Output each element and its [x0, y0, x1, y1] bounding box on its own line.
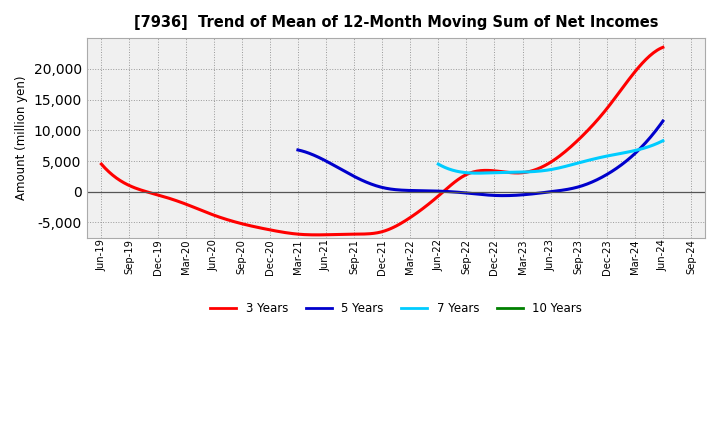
- 7 Years: [659, 138, 667, 143]
- 7 Years: [567, 162, 576, 167]
- 7 Years: [639, 146, 647, 151]
- 5 Years: [626, 155, 634, 161]
- Line: 7 Years: 7 Years: [438, 141, 663, 173]
- 3 Years: [97, 161, 106, 167]
- 5 Years: [511, 193, 520, 198]
- 5 Years: [659, 118, 667, 124]
- Y-axis label: Amount (million yen): Amount (million yen): [15, 76, 28, 200]
- 5 Years: [512, 193, 521, 198]
- 7 Years: [572, 161, 581, 166]
- 3 Years: [313, 232, 322, 238]
- 7 Years: [624, 149, 633, 154]
- 7 Years: [568, 162, 577, 167]
- 7 Years: [434, 161, 443, 167]
- 7 Years: [473, 171, 482, 176]
- Legend: 3 Years, 5 Years, 7 Years, 10 Years: 3 Years, 5 Years, 7 Years, 10 Years: [205, 297, 587, 320]
- 3 Years: [608, 99, 616, 104]
- 3 Years: [443, 186, 451, 191]
- 5 Years: [294, 147, 303, 153]
- Title: [7936]  Trend of Mean of 12-Month Moving Sum of Net Incomes: [7936] Trend of Mean of 12-Month Moving …: [134, 15, 658, 30]
- Line: 3 Years: 3 Years: [102, 48, 663, 235]
- Line: 5 Years: 5 Years: [298, 121, 663, 196]
- 5 Years: [294, 147, 302, 153]
- 5 Years: [499, 193, 508, 198]
- 3 Years: [99, 164, 107, 169]
- 3 Years: [431, 196, 440, 201]
- 3 Years: [433, 194, 442, 199]
- 3 Years: [659, 45, 667, 50]
- 7 Years: [435, 162, 444, 167]
- 5 Years: [603, 172, 611, 177]
- 5 Years: [518, 192, 527, 198]
- 3 Years: [572, 139, 581, 144]
